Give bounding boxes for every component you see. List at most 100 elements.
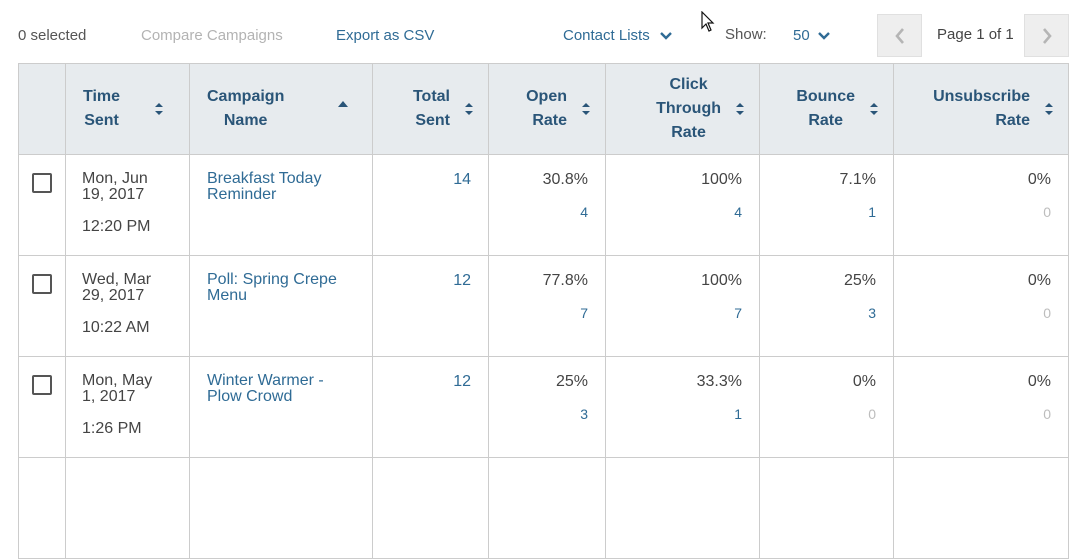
unsubscribe-rate-cell: 0% 0 [893,154,1069,256]
date-line: 1, 2017 [82,388,136,405]
open-count-link[interactable]: 7 [580,305,588,321]
contact-lists-label: Contact Lists [563,27,650,44]
bounce-rate-cell: 0% 0 [759,356,894,458]
open-rate-cell: 25% 3 [488,356,606,458]
column-header-click-through-rate[interactable]: Click Through Rate [605,63,760,155]
chevron-down-icon [660,32,672,40]
campaign-name-cell: Winter Warmer - Plow Crowd [189,356,373,458]
table-row[interactable]: Mon, May 1, 2017 1:26 PM Winter Warmer -… [18,356,1069,458]
open-rate-cell: 77.8% 7 [488,255,606,357]
header-label: Sent [84,112,119,129]
header-label: Rate [808,112,843,129]
campaign-name-line: Breakfast Today [207,170,322,187]
column-header-unsubscribe-rate[interactable]: Unsubscribe Rate [893,63,1069,155]
unsubscribe-rate-value: 0% [1027,272,1051,289]
table-row[interactable]: Wed, Mar 29, 2017 10:22 AM Poll: Spring … [18,255,1069,357]
select-cell [18,356,66,458]
campaign-link[interactable]: Winter Warmer - Plow Crowd [190,357,372,405]
column-header-campaign-name[interactable]: Campaign Name [189,63,373,155]
bounce-count-link[interactable]: 3 [868,305,876,321]
header-label: Through [656,100,721,117]
bounce-count-link[interactable]: 1 [868,204,876,220]
campaign-name-line: Poll: Spring Crepe [207,271,337,288]
table-header-row: Time Sent Campaign Name [18,63,1069,155]
mouse-cursor-icon [701,11,715,32]
table-row[interactable]: Mon, Jun 19, 2017 12:20 PM Breakfast Tod… [18,154,1069,256]
row-checkbox[interactable] [32,375,52,395]
header-label: Unsubscribe [933,88,1030,105]
column-header-time-sent[interactable]: Time Sent [65,63,190,155]
date-line: Mon, May [82,372,153,389]
row-checkbox[interactable] [32,173,52,193]
click-rate-cell: 100% 7 [605,255,760,357]
open-rate-cell: 30.8% 4 [488,154,606,256]
unsubscribe-count: 0 [1043,305,1051,321]
header-label: Bounce [796,88,855,105]
click-count-link[interactable]: 4 [734,204,742,220]
total-sent-link[interactable]: 14 [453,171,471,188]
campaign-name-line: Plow Crowd [207,388,293,405]
bounce-rate-cell: 7.1% 1 [759,154,894,256]
campaign-name-line: Reminder [207,186,277,203]
bounce-rate-value: 7.1% [839,171,876,188]
header-label: Total [412,88,450,105]
column-header-bounce-rate[interactable]: Bounce Rate [759,63,894,155]
campaign-name-cell: Poll: Spring Crepe Menu [189,255,373,357]
time-sent-cell: Mon, Jun 19, 2017 12:20 PM [65,154,190,256]
page-indicator: Page 1 of 1 [937,26,1014,43]
click-count-link[interactable]: 1 [734,406,742,422]
campaign-name-cell: Breakfast Today Reminder [189,154,373,256]
header-label: Sent [415,112,450,129]
open-count-link[interactable]: 4 [580,204,588,220]
row-checkbox[interactable] [32,274,52,294]
campaign-link[interactable]: Poll: Spring Crepe Menu [190,256,372,304]
header-label: Rate [671,124,706,141]
campaigns-table: Time Sent Campaign Name [18,63,1069,559]
sort-icon [155,103,164,115]
click-rate-cell: 100% 4 [605,154,760,256]
total-sent-link[interactable]: 12 [453,373,471,390]
sort-icon [582,103,590,115]
show-count-value: 50 [793,27,810,44]
column-header-open-rate[interactable]: Open Rate [488,63,606,155]
campaign-link[interactable]: Breakfast Today Reminder [190,155,372,203]
sort-icon [736,103,744,115]
total-sent-link[interactable]: 12 [453,272,471,289]
export-csv-link[interactable]: Export as CSV [336,27,435,44]
header-label: Campaign [207,88,285,105]
select-column-header [18,63,66,155]
compare-campaigns-button[interactable]: Compare Campaigns [141,27,283,44]
unsubscribe-count: 0 [1043,204,1051,220]
open-rate-value: 30.8% [542,171,588,188]
sort-icon [870,103,878,115]
header-label: Click [669,76,708,93]
select-cell [18,154,66,256]
unsubscribe-count: 0 [1043,406,1051,422]
unsubscribe-rate-cell: 0% 0 [893,356,1069,458]
header-label: Rate [532,112,567,129]
contact-lists-dropdown[interactable]: Contact Lists [563,27,672,45]
next-page-button[interactable] [1024,14,1069,57]
open-count-link[interactable]: 3 [580,406,588,422]
unsubscribe-rate-value: 0% [1027,373,1051,390]
open-rate-value: 25% [555,373,588,390]
show-count-dropdown[interactable]: 50 [793,27,830,45]
sort-ascending-icon [338,101,349,107]
click-rate-value: 33.3% [696,373,742,390]
selected-count: 0 selected [18,27,87,44]
previous-page-button[interactable] [877,14,922,57]
time-value: 12:20 PM [82,218,151,235]
column-header-total-sent[interactable]: Total Sent [372,63,489,155]
chevron-left-icon [894,27,904,44]
time-value: 1:26 PM [82,420,142,437]
total-sent-cell: 12 [372,255,489,357]
open-rate-value: 77.8% [542,272,588,289]
click-rate-cell: 33.3% 1 [605,356,760,458]
total-sent-cell: 14 [372,154,489,256]
date-line: 29, 2017 [82,287,145,304]
bounce-rate-cell: 25% 3 [759,255,894,357]
time-value: 10:22 AM [82,319,150,336]
bounce-rate-value: 0% [852,373,876,390]
chevron-down-icon [818,32,830,40]
click-count-link[interactable]: 7 [734,305,742,321]
